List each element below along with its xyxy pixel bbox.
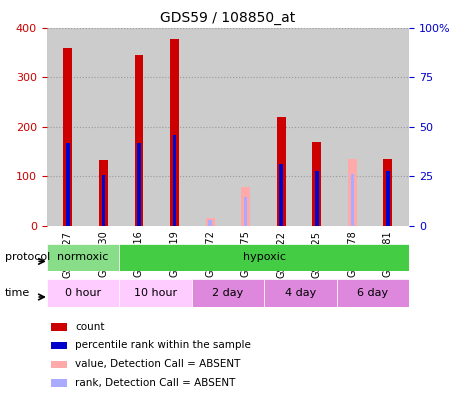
Bar: [348, 159, 357, 226]
Bar: [206, 218, 214, 226]
Text: time: time: [5, 288, 30, 298]
Text: 10 hour: 10 hour: [134, 288, 177, 298]
Text: 4 day: 4 day: [285, 288, 316, 298]
Bar: [66, 143, 70, 226]
Bar: [137, 143, 141, 226]
Bar: [134, 55, 143, 226]
FancyBboxPatch shape: [46, 244, 119, 271]
Bar: [51, 361, 67, 368]
Text: protocol: protocol: [5, 252, 50, 263]
Bar: [208, 220, 212, 226]
FancyBboxPatch shape: [46, 279, 119, 307]
Bar: [241, 187, 250, 226]
Bar: [351, 174, 354, 226]
Bar: [51, 342, 67, 349]
Text: percentile rank within the sample: percentile rank within the sample: [75, 341, 251, 350]
Bar: [315, 171, 319, 226]
Bar: [63, 48, 72, 226]
Text: value, Detection Call = ABSENT: value, Detection Call = ABSENT: [75, 359, 240, 369]
FancyBboxPatch shape: [337, 279, 409, 307]
Title: GDS59 / 108850_at: GDS59 / 108850_at: [160, 11, 295, 25]
FancyBboxPatch shape: [264, 279, 337, 307]
Text: hypoxic: hypoxic: [243, 252, 286, 263]
FancyBboxPatch shape: [119, 279, 192, 307]
Bar: [312, 141, 321, 226]
Bar: [244, 197, 247, 226]
FancyBboxPatch shape: [119, 244, 409, 271]
Bar: [279, 164, 283, 226]
Text: rank, Detection Call = ABSENT: rank, Detection Call = ABSENT: [75, 378, 235, 388]
Text: normoxic: normoxic: [57, 252, 108, 263]
Text: 0 hour: 0 hour: [65, 288, 101, 298]
Bar: [51, 379, 67, 386]
Bar: [384, 159, 392, 226]
Bar: [99, 160, 108, 226]
Bar: [386, 171, 390, 226]
Text: 2 day: 2 day: [212, 288, 244, 298]
Text: 6 day: 6 day: [358, 288, 388, 298]
FancyBboxPatch shape: [192, 279, 264, 307]
Bar: [170, 39, 179, 226]
Bar: [277, 117, 286, 226]
Bar: [51, 323, 67, 331]
Bar: [102, 175, 105, 226]
Text: count: count: [75, 322, 105, 332]
Bar: [173, 135, 176, 226]
